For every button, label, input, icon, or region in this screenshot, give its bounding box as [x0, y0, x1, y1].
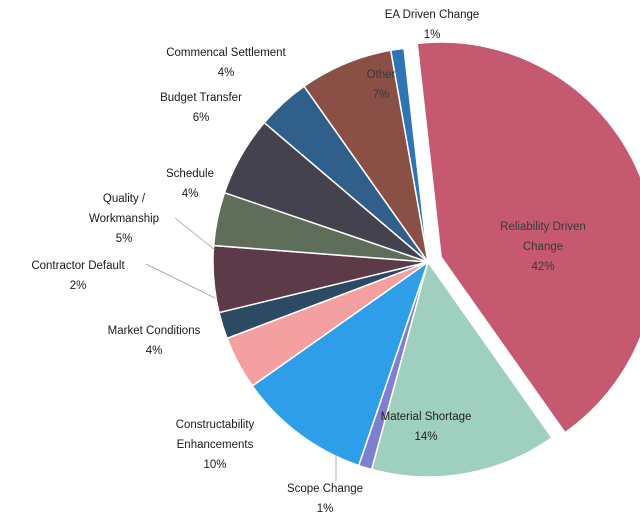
pie-slice-material-shortage	[370, 260, 553, 478]
slice-label-material-shortage: Material Shortage	[381, 411, 472, 423]
slice-percent-other: 7%	[373, 89, 390, 101]
slice-label-other: Other	[367, 69, 396, 81]
leader-lines	[145, 217, 337, 481]
slice-percent-quality-workmanship: 5%	[116, 233, 133, 245]
slice-percent-reliability-driven-change: 42%	[531, 261, 554, 273]
slice-label-constructability-enhancements: Enhancements	[177, 439, 254, 451]
slice-percent-scope-change: 1%	[317, 503, 334, 515]
slice-label-scope-change: Scope Change	[287, 483, 363, 495]
slice-label-market-conditions: Market Conditions	[108, 325, 201, 337]
slice-label-schedule: Schedule	[166, 168, 214, 180]
pie-slice-reliability-driven-change	[416, 41, 640, 434]
slice-label-commencal-settlement: Commencal Settlement	[166, 47, 286, 59]
pie-slices	[212, 41, 640, 478]
pie-slice-other	[303, 49, 429, 263]
slice-label-budget-transfer: Budget Transfer	[160, 92, 242, 104]
slice-percent-market-conditions: 4%	[146, 345, 163, 357]
slice-percent-contractor-default: 2%	[70, 280, 87, 292]
slice-percent-constructability-enhancements: 10%	[203, 459, 226, 471]
slice-label-contractor-default: Contractor Default	[31, 260, 125, 272]
slice-percent-ea-driven-change: 1%	[424, 29, 441, 41]
slice-labels: EA Driven Change 1% Reliability Driven Chan…	[31, 9, 585, 515]
leader-line-quality-workmanship	[174, 217, 216, 251]
slice-percent-material-shortage: 14%	[414, 431, 437, 443]
slice-label-constructability-enhancements: Constructability	[176, 419, 255, 431]
slice-percent-schedule: 4%	[182, 188, 199, 200]
slice-label-reliability-driven-change: Reliability Driven	[500, 221, 586, 233]
slice-label-quality-workmanship: Workmanship	[89, 213, 159, 225]
pie-slice-constructability-enhancements	[251, 260, 430, 467]
slice-percent-commencal-settlement: 4%	[218, 67, 235, 79]
slice-percent-budget-transfer: 6%	[193, 112, 210, 124]
leader-line-contractor-default	[145, 263, 216, 299]
slice-label-ea-driven-change: EA Driven Change	[385, 9, 480, 21]
slice-label-reliability-driven-change: Change	[523, 241, 563, 253]
slice-label-quality-workmanship: Quality /	[103, 193, 146, 205]
